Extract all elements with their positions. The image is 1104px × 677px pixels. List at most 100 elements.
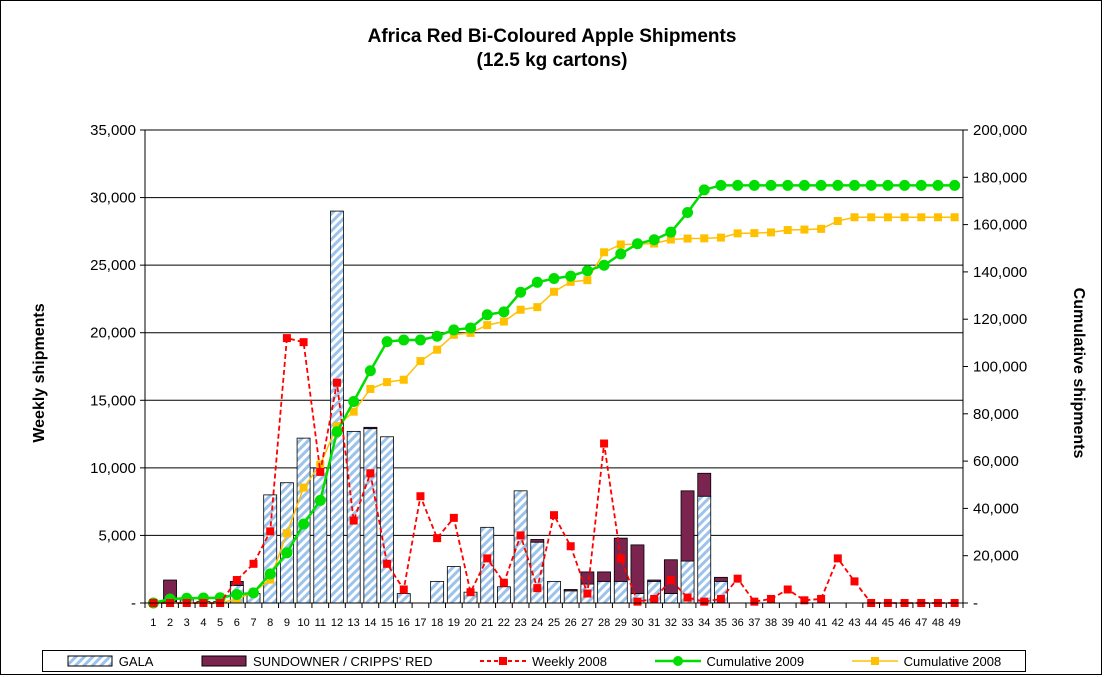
x-tick-label: 15: [381, 617, 393, 629]
x-tick-label: 8: [267, 617, 273, 629]
bar-sundowner: [580, 571, 595, 585]
weekly-2008-point: [332, 378, 341, 387]
weekly-2008-point: [733, 574, 742, 583]
cumulative-2008-point: [483, 321, 492, 330]
weekly-2008-point: [633, 597, 642, 606]
cumulative-2009-point: [798, 179, 810, 191]
weekly-2008-point: [299, 338, 308, 347]
weekly-2008-point: [767, 594, 776, 603]
cumulative-2009-point: [414, 334, 426, 346]
cumulative-2009-point: [565, 270, 577, 282]
bar-sundowner: [697, 472, 712, 497]
legend-item-cumulative-2008: Cumulative 2008: [851, 653, 1002, 669]
legend-label-cumulative-2008: Cumulative 2008: [903, 653, 1002, 669]
bar-gala: [563, 590, 578, 604]
x-tick-label: 16: [398, 617, 410, 629]
cumulative-2008-point: [750, 229, 759, 238]
weekly-2008-point: [449, 513, 458, 522]
weekly-2008-point: [600, 439, 609, 448]
cumulative-2009-point: [832, 179, 844, 191]
cumulative-2009-point: [682, 207, 694, 219]
cumulative-2009-point: [882, 179, 894, 191]
weekly-2008-point: [232, 576, 241, 585]
weekly-2008-point: [416, 492, 425, 501]
cumulative-2009-point: [264, 568, 276, 580]
cumulative-2009-point: [782, 179, 794, 191]
bar-gala: [396, 593, 411, 604]
bar-gala: [697, 495, 712, 604]
x-tick-label: 4: [200, 617, 206, 629]
grid-lines: [145, 129, 963, 536]
cumulative-2009-point: [848, 179, 860, 191]
weekly-2008-point: [683, 593, 692, 602]
weekly-2008-point: [533, 584, 542, 593]
x-tick-label: 49: [949, 617, 961, 629]
weekly-2008-point: [616, 554, 625, 563]
chart-svg: - 5,000 10,000 15,000 20,000 25,000 30,000 35,0…: [31, 122, 1087, 629]
weekly-2008-point: [266, 527, 275, 536]
cumulative-2008-point: [316, 460, 325, 469]
cumulative-2009-point: [865, 179, 877, 191]
cumulative-2009-point: [515, 286, 527, 298]
cumulative-2008-point: [616, 240, 625, 249]
cumulative-2009-point: [899, 179, 911, 191]
bar-gala: [363, 428, 378, 604]
x-tick-label: 23: [514, 617, 526, 629]
legend-item-sundowner: SUNDOWNER / CRIPPS' RED: [201, 654, 432, 669]
cumulative-2008-point: [516, 305, 525, 314]
bar-gala: [513, 490, 528, 604]
weekly-2008-point: [316, 467, 325, 476]
cumulative-2009-point: [348, 396, 360, 408]
bar-layer: [163, 210, 728, 604]
weekly-2008-point: [383, 559, 392, 568]
x-tick-label: 3: [184, 617, 190, 629]
legend-swatch-weekly-2008: [480, 657, 527, 665]
legend-item-cumulative-2009: Cumulative 2009: [654, 653, 805, 669]
legend-label-cumulative-2009: Cumulative 2009: [706, 653, 805, 669]
weekly-2008-point: [583, 589, 592, 598]
cumulative-2009-point: [281, 547, 293, 559]
weekly-2008-point: [349, 516, 358, 525]
weekly-2008-point: [566, 542, 575, 551]
x-tick-label: 24: [531, 617, 543, 629]
y2-tick-label: 40,000: [973, 500, 1019, 517]
y2-tick-label: 100,000: [973, 359, 1027, 376]
cumulative-2008-point: [583, 276, 592, 285]
cumulative-2008-point: [550, 287, 558, 296]
cumulative-2008-point: [900, 213, 909, 222]
x-tick-label: 9: [284, 617, 290, 629]
x-tick-label: 47: [915, 617, 927, 629]
cumulative-2009-point: [498, 306, 510, 318]
bar-gala: [430, 580, 445, 604]
cumulative-2008-point: [867, 213, 876, 222]
cumulative-2009-point: [932, 179, 944, 191]
x-tick-label: 20: [464, 617, 476, 629]
cumulative-2009-point: [949, 179, 961, 191]
bar-gala: [497, 586, 511, 604]
cumulative-2008-point: [332, 422, 341, 431]
weekly-2008-point: [282, 334, 291, 343]
cumulative-2008-point: [366, 384, 375, 393]
cumulative-2008-point: [733, 229, 742, 238]
x-tick-label: 7: [250, 617, 256, 629]
weekly-2008-point: [466, 588, 475, 597]
cumulative-2008-point: [716, 233, 725, 242]
x-tick-label: 39: [782, 617, 794, 629]
weekly-2008-point: [817, 594, 826, 603]
weekly-2008-point: [716, 594, 725, 603]
x-tick-label: 43: [848, 617, 860, 629]
bar-gala: [263, 494, 278, 604]
cumulative-2008-point: [850, 213, 859, 222]
weekly-2008-point: [700, 597, 709, 606]
cumulative-2008-point: [433, 345, 442, 354]
weekly-2008-point: [499, 578, 508, 587]
cumulative-2008-point: [399, 375, 408, 384]
bar-sundowner: [630, 544, 645, 594]
y-tick-label: 15,000: [90, 392, 136, 409]
y2-tick-label: 180,000: [973, 169, 1027, 186]
weekly-2008-point: [666, 576, 675, 585]
weekly-2008-point: [366, 469, 375, 478]
cumulative-2009-point: [431, 330, 443, 342]
cumulative-2009-point: [815, 179, 827, 191]
weekly-2008-point: [750, 597, 759, 606]
